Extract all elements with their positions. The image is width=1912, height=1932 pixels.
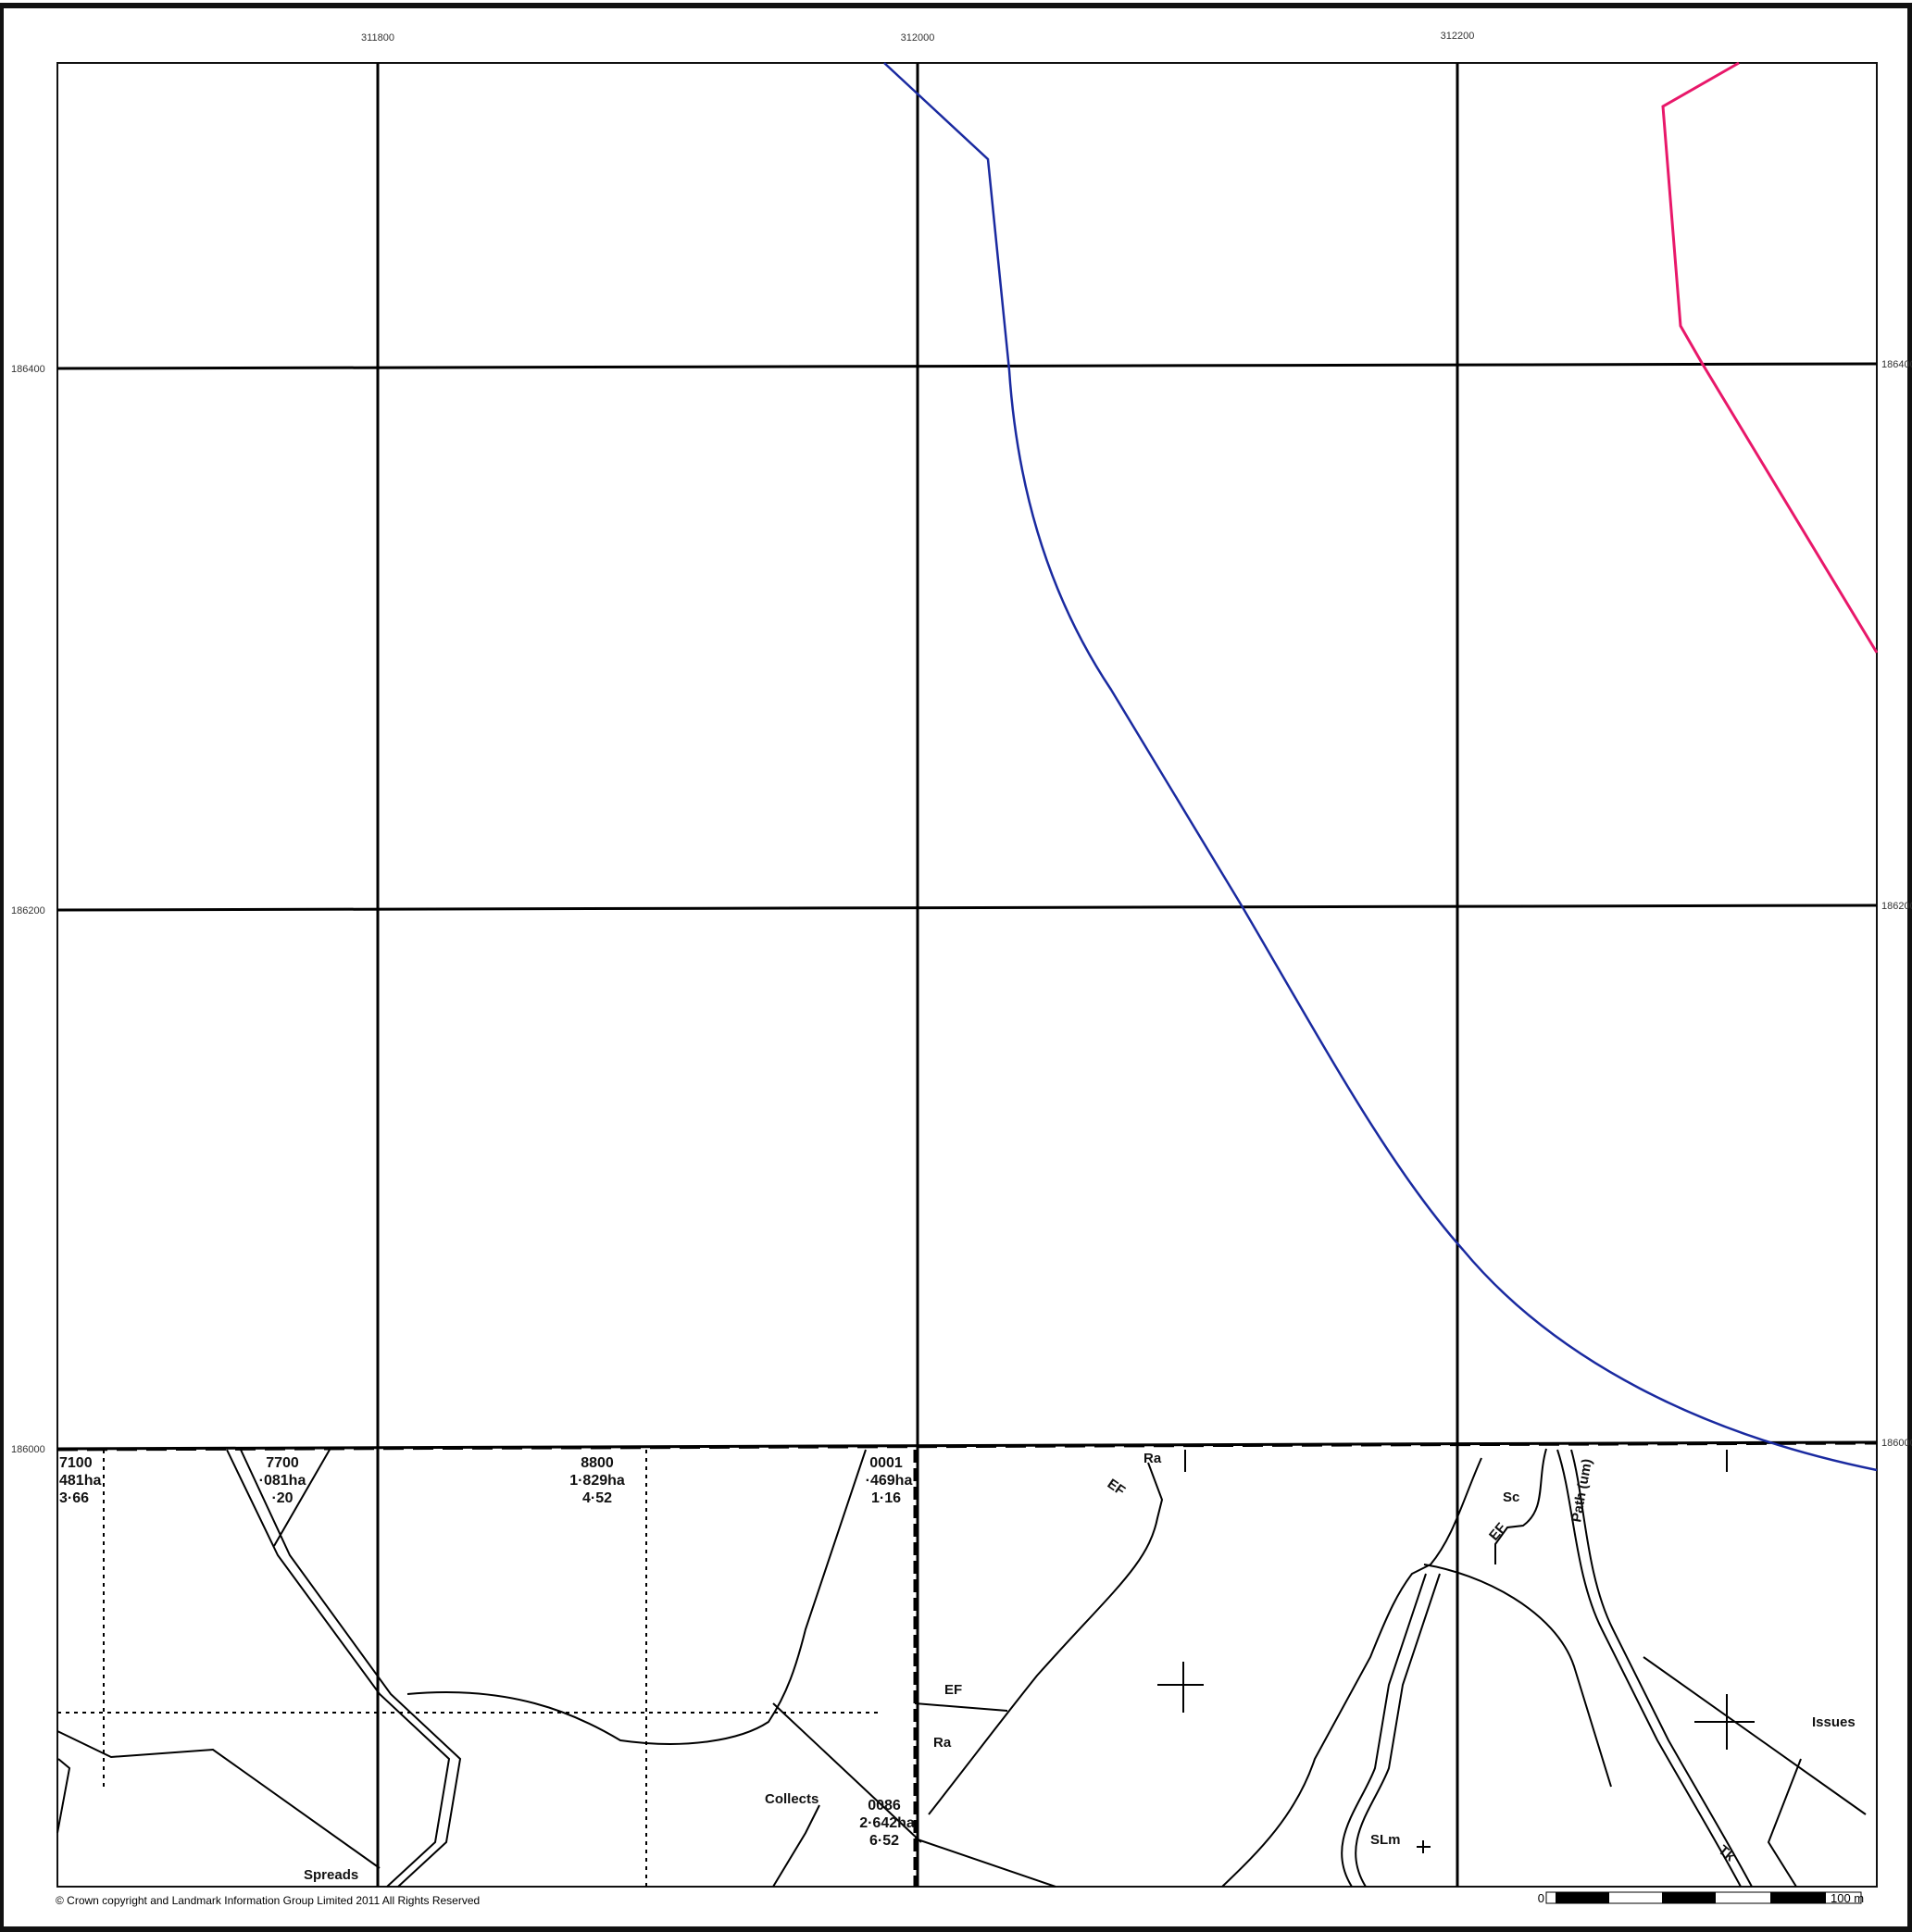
svg-text:0086: 0086 — [868, 1798, 901, 1814]
feature-label-ef-top: EF — [1105, 1476, 1128, 1499]
svg-text:7700: 7700 — [266, 1455, 299, 1471]
easting-label-311800: 311800 — [361, 32, 394, 44]
svg-text:·081ha: ·081ha — [259, 1473, 306, 1489]
svg-text:1·829ha: 1·829ha — [569, 1473, 625, 1489]
northing-label-left-186400: 186400 — [11, 364, 45, 375]
scale-end-label: 100 m — [1831, 1891, 1864, 1905]
feature-label-ef-lower: EF — [944, 1682, 962, 1698]
easting-label-312200: 312200 — [1441, 31, 1475, 42]
scale-start-label: 0 — [1538, 1891, 1544, 1905]
feature-label-ef-mid: EF — [1486, 1520, 1509, 1544]
svg-text:4·52: 4·52 — [582, 1490, 612, 1506]
scale-bar: 0 100 m — [1538, 1891, 1864, 1905]
parcel-7100: 7100 481ha 3·66 — [59, 1455, 101, 1506]
northing-label-right-186400: 186400 — [1881, 359, 1912, 370]
feature-label-ra-lower: Ra — [933, 1735, 952, 1751]
svg-text:6·52: 6·52 — [869, 1833, 899, 1849]
parcel-7700: 7700 ·081ha ·20 — [259, 1455, 306, 1506]
pink-boundary-line — [1661, 61, 1879, 654]
northing-label-right-186200: 186200 — [1881, 901, 1912, 912]
easting-label-312000: 312000 — [901, 32, 935, 44]
svg-text:7100: 7100 — [59, 1455, 93, 1471]
svg-text:1·16: 1·16 — [871, 1490, 901, 1506]
svg-text:2·642ha: 2·642ha — [859, 1815, 915, 1831]
feature-label-collects: Collects — [765, 1791, 819, 1807]
svg-text:0001: 0001 — [869, 1455, 903, 1471]
map-inset-boundary — [56, 1441, 1878, 1452]
blue-boundary-line — [883, 62, 1878, 1472]
feature-label-slm: SLm — [1370, 1832, 1401, 1848]
feature-label-issues: Issues — [1812, 1714, 1856, 1730]
northing-label-left-186200: 186200 — [11, 905, 45, 916]
parcel-8800: 8800 1·829ha 4·52 — [569, 1455, 625, 1506]
parcel-0086: 0086 2·642ha 6·52 — [859, 1798, 915, 1849]
svg-text:3·66: 3·66 — [59, 1490, 89, 1506]
svg-text:·20: ·20 — [271, 1490, 293, 1506]
page-frame — [0, 3, 1912, 1932]
svg-text:·469ha: ·469ha — [866, 1473, 913, 1489]
copyright-notice: © Crown copyright and Landmark Informati… — [56, 1894, 480, 1907]
northing-label-right-186000: 186000 — [1881, 1438, 1912, 1449]
map-frame — [56, 62, 1878, 1888]
os-map-linework — [56, 1448, 1867, 1888]
parcel-0001: 0001 ·469ha 1·16 — [866, 1455, 913, 1506]
feature-label-spreads: Spreads — [304, 1867, 358, 1883]
feature-label-path: Path (um) — [1568, 1458, 1595, 1524]
northing-label-left-186000: 186000 — [11, 1444, 45, 1455]
grid-line-northing-186400 — [56, 362, 1878, 370]
svg-text:8800: 8800 — [581, 1455, 614, 1471]
feature-label-sc: Sc — [1503, 1490, 1519, 1505]
svg-text:481ha: 481ha — [59, 1473, 101, 1489]
grid-line-northing-186200 — [56, 904, 1878, 912]
feature-label-ra-top: Ra — [1143, 1451, 1162, 1466]
